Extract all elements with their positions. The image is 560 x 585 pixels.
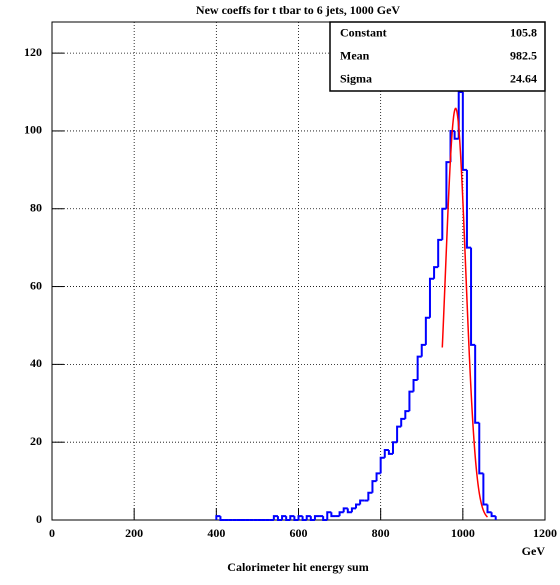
histogram-bin [346, 508, 352, 514]
histogram-bin [428, 277, 435, 318]
stats-label: Constant [340, 25, 387, 39]
histogram-bin [285, 516, 291, 521]
histogram-bin [470, 247, 476, 346]
x-axis-label: Calorimeter hit energy sum [227, 560, 368, 574]
y-tick-label: 0 [36, 512, 42, 526]
histogram-bin [453, 130, 459, 140]
histogram-bin [330, 512, 336, 518]
histogram-bin [383, 448, 389, 458]
histogram-bin [276, 516, 283, 521]
histogram-bin [437, 238, 443, 268]
x-tick-label: 0 [49, 526, 55, 540]
histogram-bin [301, 516, 307, 521]
histogram-bin [433, 266, 439, 279]
histogram-bin [408, 390, 414, 412]
x-tick-label: 200 [125, 526, 143, 540]
histogram-bin [424, 316, 430, 345]
histogram-bin [400, 417, 406, 427]
histogram-bin [305, 515, 311, 520]
stats-box [329, 21, 546, 92]
histogram-bin [371, 480, 377, 493]
x-tick-label: 1000 [451, 526, 475, 540]
histogram-bin [420, 343, 426, 357]
histogram-bin [297, 515, 303, 520]
histogram-bin [338, 511, 344, 517]
stats-value: 105.8 [510, 25, 537, 39]
histogram-bin [272, 515, 278, 520]
y-tick-label: 60 [30, 278, 42, 292]
histogram-bin [313, 515, 320, 520]
fit-curve [441, 107, 489, 518]
histogram-bin [416, 355, 422, 380]
y-tick-label: 120 [24, 45, 42, 59]
histogram-bin [326, 511, 332, 520]
histogram-bin [461, 92, 467, 171]
y-tick-label: 100 [24, 123, 42, 137]
histogram-bin [404, 410, 410, 419]
y-tick-label: 40 [30, 356, 42, 370]
histogram-bin [396, 425, 402, 443]
stats-label: Sigma [340, 71, 372, 85]
chart-title: New coeffs for t tbar to 6 jets, 1000 Ge… [196, 3, 400, 17]
histogram-bin [281, 515, 287, 520]
histogram-bin [387, 449, 393, 455]
histogram-bin [342, 507, 348, 513]
histogram-bin [412, 378, 418, 392]
histogram-bin [219, 516, 225, 521]
histogram-bin [309, 516, 315, 521]
stats-value: 982.5 [510, 48, 537, 62]
histogram-bin [486, 504, 492, 514]
histogram-bin [293, 516, 299, 521]
stats-label: Mean [340, 48, 370, 62]
x-tick-label: 400 [207, 526, 225, 540]
x-axis-unit: GeV [522, 544, 546, 558]
histogram-bin [289, 515, 295, 520]
histogram-bin [465, 169, 472, 249]
histogram-bin [355, 503, 361, 509]
histogram-bin [482, 473, 488, 506]
histogram-bin [375, 472, 381, 482]
histogram-bin [478, 422, 484, 475]
x-tick-label: 1200 [533, 526, 557, 540]
y-tick-label: 20 [30, 434, 42, 448]
histogram-bin [490, 512, 496, 518]
histogram-bin [445, 161, 451, 209]
histogram-bin [391, 441, 398, 454]
y-tick-label: 80 [30, 201, 42, 215]
histogram-bin [441, 207, 447, 240]
x-tick-label: 600 [290, 526, 308, 540]
histogram-bin [367, 491, 373, 501]
histogram-bin [379, 456, 385, 474]
histogram-bin [359, 499, 365, 505]
histogram-bin [215, 515, 221, 520]
stats-value: 24.64 [510, 71, 537, 85]
histogram-bin [474, 344, 480, 424]
x-tick-label: 800 [372, 526, 390, 540]
histogram-bin [322, 516, 328, 521]
histogram-bin [350, 507, 357, 513]
